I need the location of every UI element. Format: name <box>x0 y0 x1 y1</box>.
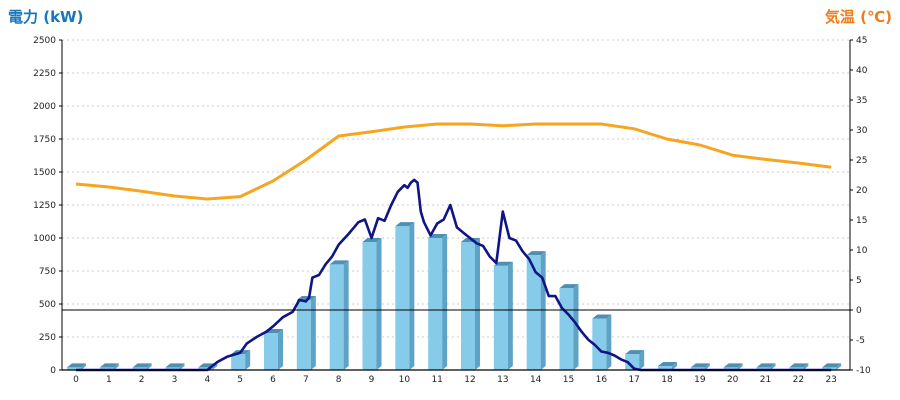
bar <box>428 234 448 370</box>
x-tick-label: 18 <box>661 375 673 385</box>
bar <box>592 314 612 370</box>
left-tick-label: 1750 <box>33 135 56 145</box>
right-tick-label: 0 <box>856 306 862 316</box>
left-tick-label: 2500 <box>33 36 56 46</box>
bar <box>395 222 415 370</box>
bar <box>493 261 513 370</box>
x-tick-label: 6 <box>270 375 276 385</box>
bar <box>362 237 382 370</box>
right-tick-label: 30 <box>856 126 868 136</box>
x-tick-label: 22 <box>793 375 804 385</box>
bar <box>690 363 710 370</box>
bar-series <box>67 222 842 370</box>
left-tick-label: 2000 <box>33 102 56 112</box>
x-tick-label: 0 <box>73 375 79 385</box>
bar <box>625 350 645 370</box>
x-tick-labels: 0 1 2 3 4 5 6 7 8 9 10 11 12 13 14 15 16 17 18 19 20 21 22 23 <box>73 375 837 385</box>
bar <box>526 251 546 370</box>
left-tick-label: 1000 <box>33 234 56 244</box>
bar <box>296 296 316 370</box>
x-tick-label: 23 <box>825 375 836 385</box>
x-tick-label: 3 <box>172 375 178 385</box>
x-tick-label: 16 <box>596 375 608 385</box>
left-tick-label: 2250 <box>33 69 56 79</box>
right-axis-title: 気温 (℃) <box>825 8 892 26</box>
x-tick-label: 7 <box>303 375 309 385</box>
temperature-line <box>75 122 832 201</box>
right-tick-label: 40 <box>856 66 868 76</box>
x-tick-label: 9 <box>369 375 375 385</box>
left-tick-label: 750 <box>39 267 56 277</box>
right-tick-labels: -10 -5 0 5 10 15 20 25 30 35 40 45 <box>850 36 871 376</box>
bar <box>723 363 743 370</box>
x-tick-label: 11 <box>431 375 442 385</box>
bar <box>99 363 119 370</box>
bar <box>822 363 842 370</box>
right-tick-label: 5 <box>856 276 862 286</box>
x-tick-label: 1 <box>106 375 112 385</box>
x-tick-label: 4 <box>204 375 210 385</box>
x-tick-label: 14 <box>530 375 542 385</box>
bar <box>132 363 152 370</box>
left-tick-label: 1250 <box>33 201 56 211</box>
left-axis-title: 電力 (kW) <box>8 8 83 26</box>
left-tick-label: 500 <box>39 300 56 310</box>
x-tick-label: 17 <box>628 375 639 385</box>
x-tick-label: 12 <box>464 375 475 385</box>
grid-lines <box>62 39 850 338</box>
line-series <box>75 122 832 372</box>
x-tick-label: 5 <box>237 375 243 385</box>
left-tick-labels: 0 250 500 750 1000 1250 1500 1750 2000 2250 2500 <box>33 36 62 376</box>
axes <box>61 40 851 371</box>
right-tick-label: -5 <box>856 336 865 346</box>
right-tick-label: 35 <box>856 96 867 106</box>
x-tick-label: 15 <box>563 375 574 385</box>
bar <box>789 363 809 370</box>
x-tick-label: 21 <box>760 375 771 385</box>
bar <box>67 363 86 370</box>
left-tick-label: 1500 <box>33 168 56 178</box>
right-tick-label: 45 <box>856 36 867 46</box>
bar <box>461 237 480 370</box>
right-tick-label: 25 <box>856 156 867 166</box>
x-tick-label: 20 <box>727 375 739 385</box>
right-tick-label: 20 <box>856 186 868 196</box>
x-tick-label: 10 <box>399 375 411 385</box>
left-tick-label: 250 <box>39 333 56 343</box>
bar <box>658 362 677 370</box>
right-tick-label: 15 <box>856 216 867 226</box>
bar <box>329 260 349 370</box>
left-tick-label: 0 <box>50 366 56 376</box>
x-tick-label: 2 <box>139 375 145 385</box>
bar <box>165 363 185 370</box>
bar <box>756 363 776 370</box>
x-tick-label: 19 <box>694 375 706 385</box>
right-tick-label: 10 <box>856 246 868 256</box>
power-line <box>76 178 832 372</box>
bar <box>264 329 283 370</box>
bar <box>559 284 579 370</box>
x-tick-label: 13 <box>497 375 508 385</box>
x-tick-label: 8 <box>336 375 342 385</box>
right-tick-label: -10 <box>856 366 871 376</box>
